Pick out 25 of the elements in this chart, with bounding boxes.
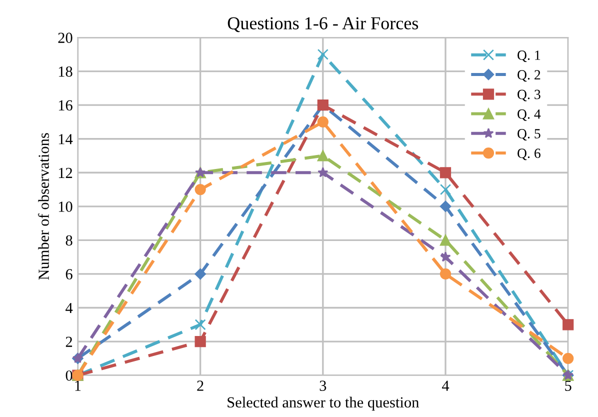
y-tick-label: 6 xyxy=(66,269,72,280)
x-tick-label: 4 xyxy=(442,380,450,391)
y-axis-title: Number of observations xyxy=(38,133,49,280)
y-tick-label: 8 xyxy=(66,235,72,246)
y-tick-label: 12 xyxy=(58,168,72,178)
legend-label: Q. 3 xyxy=(518,90,540,102)
y-tick-label: 16 xyxy=(58,100,72,111)
legend-label: Q. 6 xyxy=(518,148,540,160)
x-tick-label: 3 xyxy=(320,380,326,391)
y-tick-label: 4 xyxy=(66,302,73,314)
y-tick-label: 10 xyxy=(58,202,72,212)
legend-label: Q. 4 xyxy=(518,109,541,121)
x-axis-title: Selected answer to the question xyxy=(228,396,419,411)
x-tick-label: 5 xyxy=(565,380,572,391)
y-tick-label: 0 xyxy=(66,370,72,381)
x-tick-label: 1 xyxy=(75,380,81,391)
y-tick-label: 20 xyxy=(58,32,72,43)
x-tick-label: 2 xyxy=(197,380,204,391)
chart-title: Questions 1-6 - Air Forces xyxy=(228,17,418,32)
y-tick-label: 18 xyxy=(58,66,72,77)
legend-label: Q. 1 xyxy=(518,50,540,62)
legend-label: Q. 5 xyxy=(518,129,540,141)
y-tick-label: 14 xyxy=(58,134,73,144)
legend-label: Q. 2 xyxy=(518,70,540,82)
y-tick-label: 2 xyxy=(66,336,72,347)
